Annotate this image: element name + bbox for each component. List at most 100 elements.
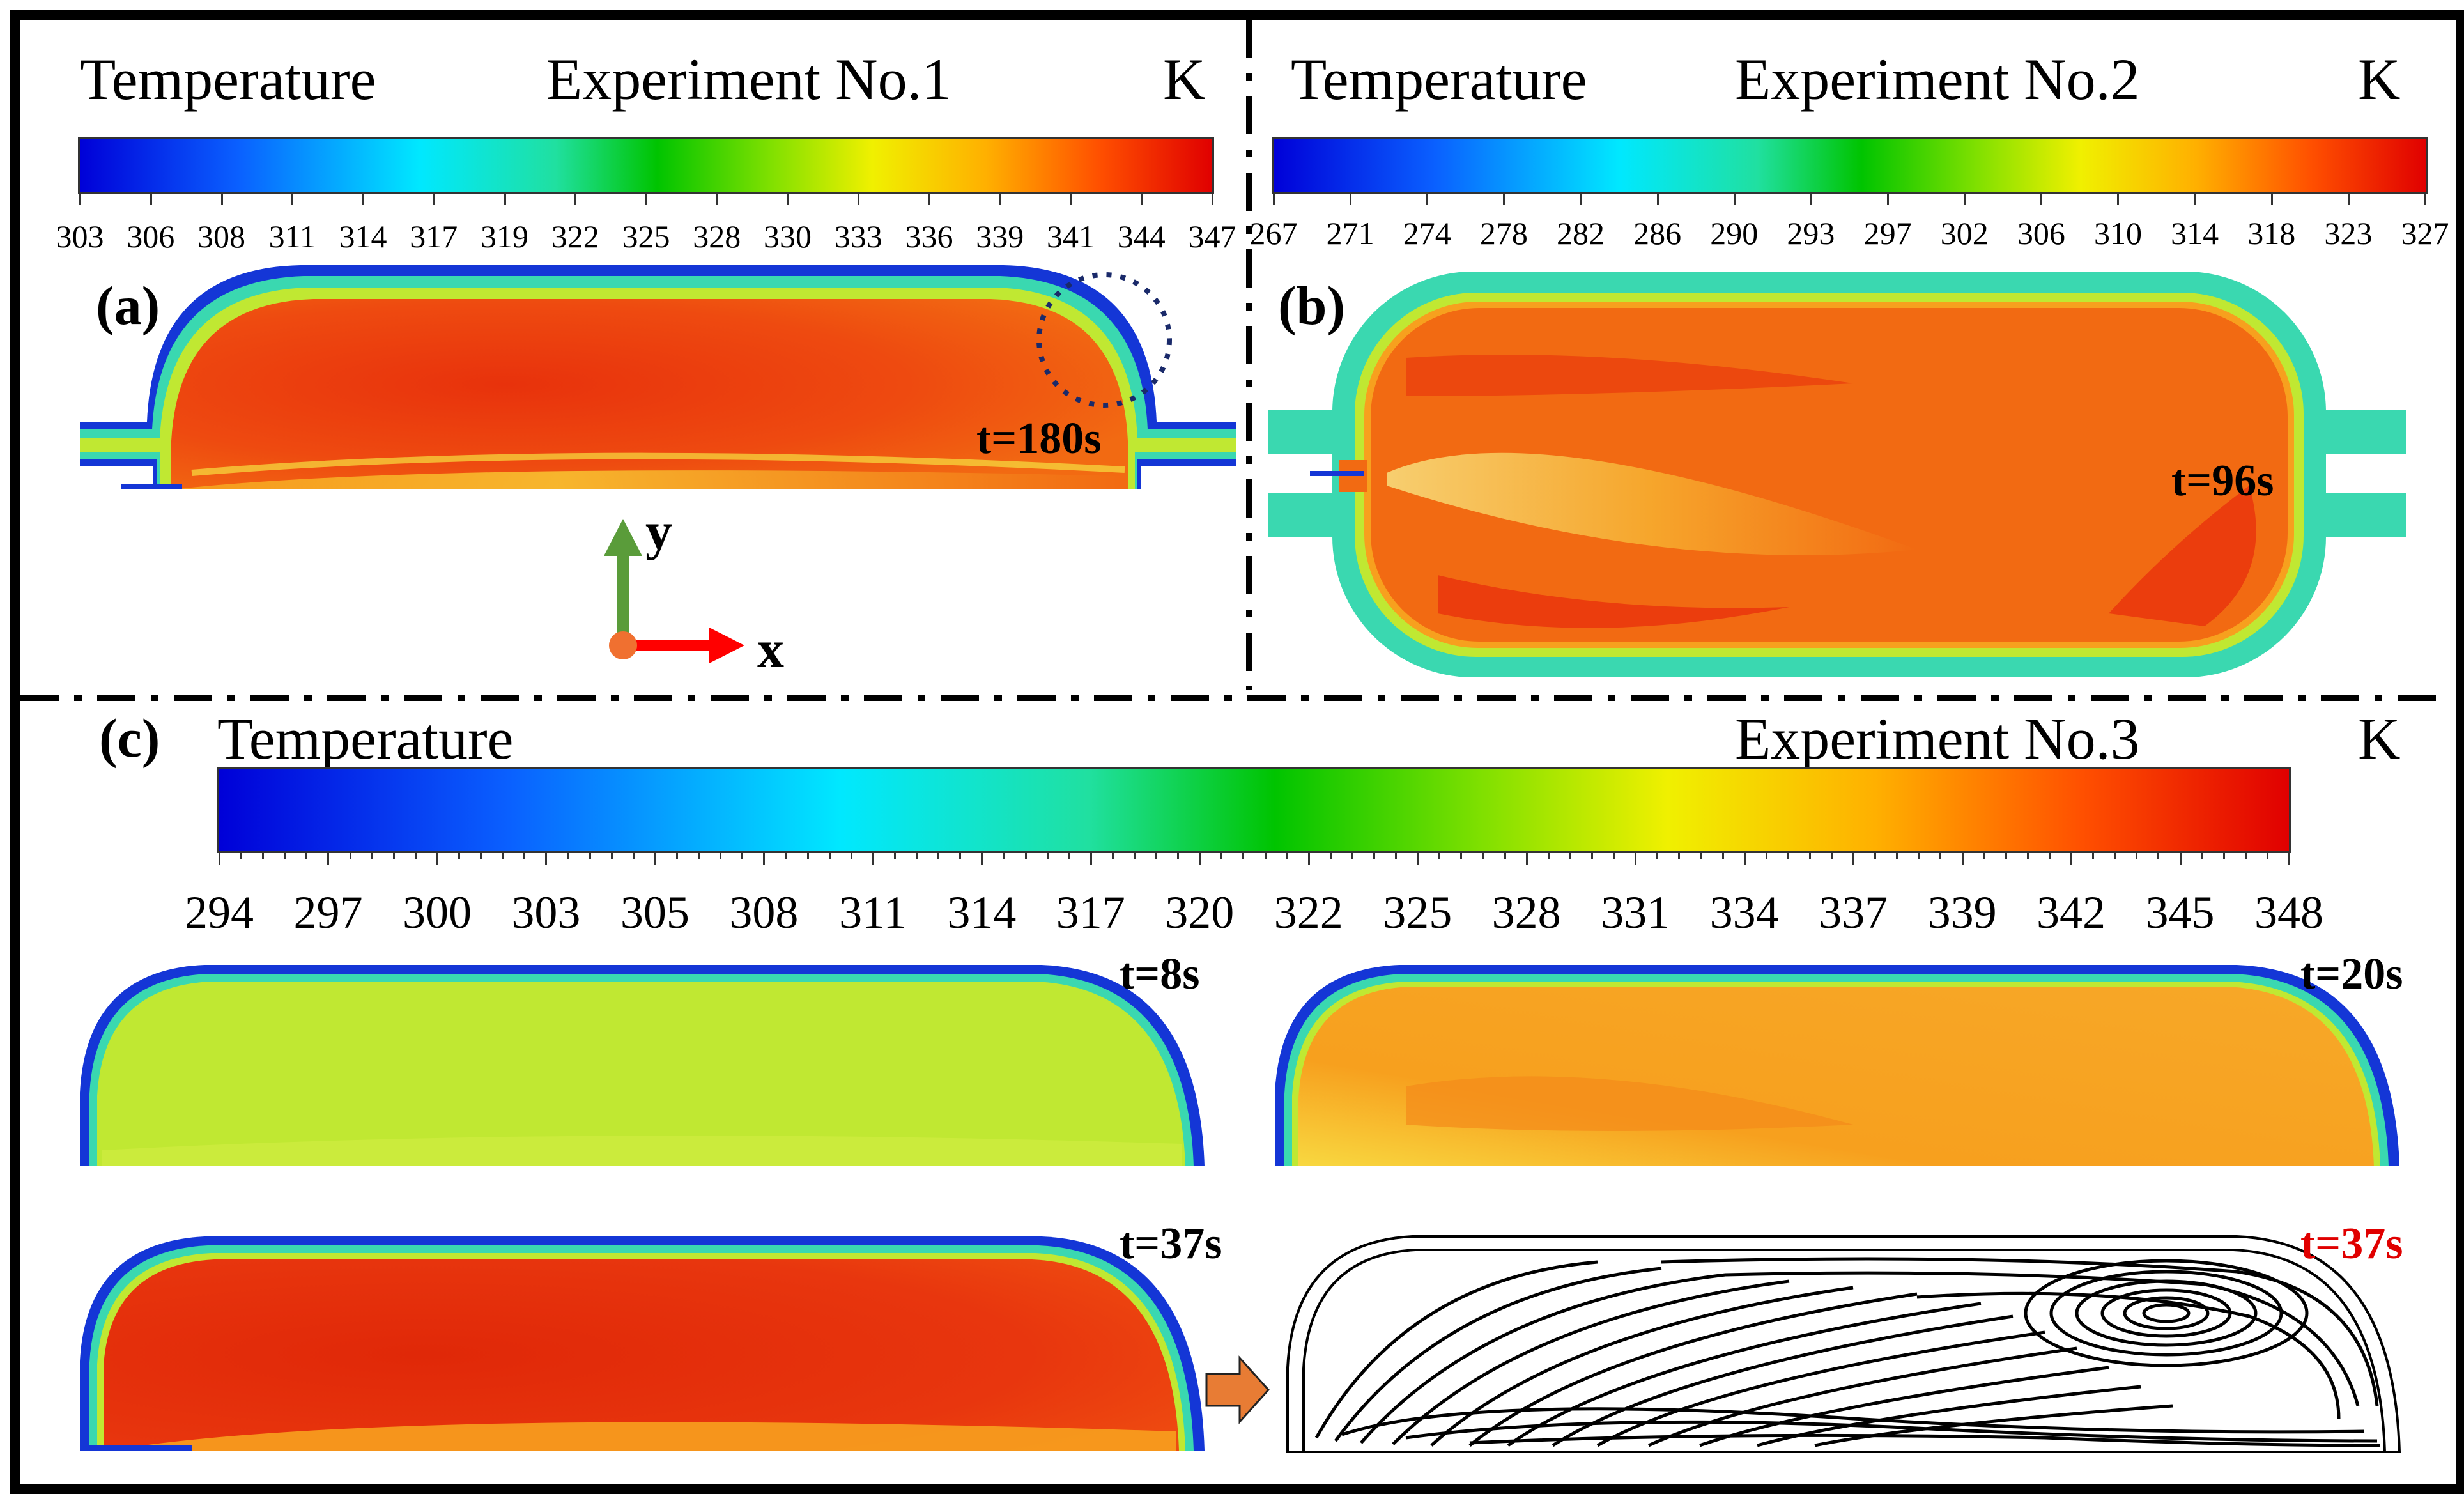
panel_c-tick-label: 294 — [185, 887, 254, 938]
panel_a-tick-label: 314 — [339, 219, 387, 254]
panel_a-tick-label: 333 — [834, 219, 882, 254]
panel-c-legend-title: Temperature — [217, 706, 514, 771]
panel_c-minor-tick — [480, 853, 482, 859]
panel_c-minor-tick — [2026, 853, 2029, 859]
panel_c-tick-mark — [1090, 853, 1092, 865]
panel_b-tick-label: 274 — [1403, 215, 1451, 251]
panel_c-minor-tick — [1395, 853, 1398, 859]
panel_b-tick-label: 306 — [2017, 215, 2065, 251]
panel_a-tick-label: 347 — [1188, 219, 1236, 254]
panel_b-tick-label: 297 — [1863, 215, 1912, 251]
panel_c-minor-tick — [1329, 853, 1332, 859]
panel_c-minor-tick — [2048, 853, 2051, 859]
panel_c-minor-tick — [1918, 853, 1920, 859]
panel_c-minor-tick — [1874, 853, 1877, 859]
panel_c-tick-mark — [1852, 853, 1855, 865]
panel_c-minor-tick — [698, 853, 700, 859]
panel_c-minor-tick — [349, 853, 351, 859]
panel_c-tick-label: 334 — [1709, 887, 1779, 938]
panel-a-unit: K — [1163, 47, 1206, 112]
panel_c-minor-tick — [567, 853, 569, 859]
panel_c-minor-tick — [610, 853, 613, 859]
panel_c-minor-tick — [305, 853, 308, 859]
panel_c-tick-label: 297 — [293, 887, 363, 938]
panel_c-minor-tick — [632, 853, 635, 859]
panel-b-unit: K — [2358, 47, 2401, 112]
panel_b-tick-mark — [2194, 194, 2196, 205]
panel_b-tick-mark — [1810, 194, 1812, 205]
panel_b-tick-mark — [2040, 194, 2043, 205]
panel_a-tick-label: 336 — [905, 219, 953, 254]
panel_c-tick-mark — [1635, 853, 1637, 865]
panel_c-minor-tick — [1264, 853, 1267, 859]
panel_a-tick-mark — [787, 194, 789, 205]
panel_c-minor-tick — [1590, 853, 1593, 859]
panel_c-tick-mark — [1743, 853, 1746, 865]
panel_c-minor-tick — [1482, 853, 1484, 859]
panel_c-minor-tick — [2005, 853, 2007, 859]
panel_c-tick-mark — [1307, 853, 1310, 865]
panel-a-colorbar — [78, 137, 1214, 194]
panel_c-minor-tick — [916, 853, 918, 859]
panel_c-minor-tick — [2222, 853, 2225, 859]
panel-b-legend-title: Temperature — [1291, 47, 1587, 112]
panel-a-legend-title: Temperature — [80, 47, 376, 112]
panel_c-tick-label: 317 — [1056, 887, 1125, 938]
panel_c-tick-label: 305 — [620, 887, 689, 938]
panel_a-tick-mark — [645, 194, 647, 205]
panel_c-minor-tick — [458, 853, 461, 859]
panel_a-tick-mark — [220, 194, 223, 205]
panel_c-minor-tick — [1613, 853, 1615, 859]
panel_c-minor-tick — [2201, 853, 2203, 859]
panel_c-minor-tick — [2114, 853, 2116, 859]
panel_c-minor-tick — [1068, 853, 1070, 859]
tank-t8 — [80, 965, 1205, 1166]
panel_c-tick-label: 337 — [1819, 887, 1888, 938]
panel_c-minor-tick — [1939, 853, 1942, 859]
panel_c-minor-tick — [1808, 853, 1811, 859]
panel-c-colorbar — [217, 767, 2291, 853]
panel_c-minor-tick — [828, 853, 831, 859]
panel-b-time: t=96s — [2171, 456, 2274, 505]
panel_c-tick-label: 300 — [402, 887, 472, 938]
panel-c-time-3: t=37s — [1120, 1219, 1222, 1268]
panel_c-tick-mark — [2179, 853, 2182, 865]
panel_c-minor-tick — [1046, 853, 1049, 859]
panel_c-minor-tick — [262, 853, 265, 859]
panel_c-tick-label: 325 — [1383, 887, 1452, 938]
panel_c-minor-tick — [1373, 853, 1376, 859]
panel_a-tick-label: 339 — [976, 219, 1024, 254]
panel_c-minor-tick — [850, 853, 852, 859]
panel_c-tick-label: 322 — [1274, 887, 1343, 938]
panel_b-tick-mark — [2424, 194, 2426, 205]
panel_c-tick-mark — [219, 853, 220, 865]
panel_c-tick-label: 303 — [511, 887, 581, 938]
panel_c-minor-tick — [1721, 853, 1724, 859]
panel_c-tick-label: 308 — [729, 887, 799, 938]
panel_c-minor-tick — [893, 853, 896, 859]
panel_c-minor-tick — [1438, 853, 1441, 859]
panel_a-tick-mark — [716, 194, 718, 205]
panel_c-minor-tick — [1831, 853, 1833, 859]
panel_c-tick-label: 345 — [2145, 887, 2215, 938]
panel_c-tick-mark — [981, 853, 983, 865]
panel_c-minor-tick — [240, 853, 243, 859]
panel_c-minor-tick — [2266, 853, 2268, 859]
panel-c-unit: K — [2358, 706, 2401, 771]
panel_b-tick-mark — [2270, 194, 2273, 205]
panel_a-tick-label: 328 — [693, 219, 741, 254]
panel_a-tick-label: 303 — [56, 219, 104, 254]
panel_c-tick-label: 342 — [2037, 887, 2106, 938]
panel-c-time-4: t=37s — [2300, 1219, 2403, 1268]
panel_c-minor-tick — [284, 853, 286, 859]
panel_c-minor-tick — [1504, 853, 1506, 859]
panel_b-tick-mark — [1350, 194, 1352, 205]
panel_a-tick-mark — [999, 194, 1001, 205]
panel_c-minor-tick — [523, 853, 526, 859]
panel_c-tick-label: 311 — [839, 887, 907, 938]
panel_c-minor-tick — [1983, 853, 1985, 859]
